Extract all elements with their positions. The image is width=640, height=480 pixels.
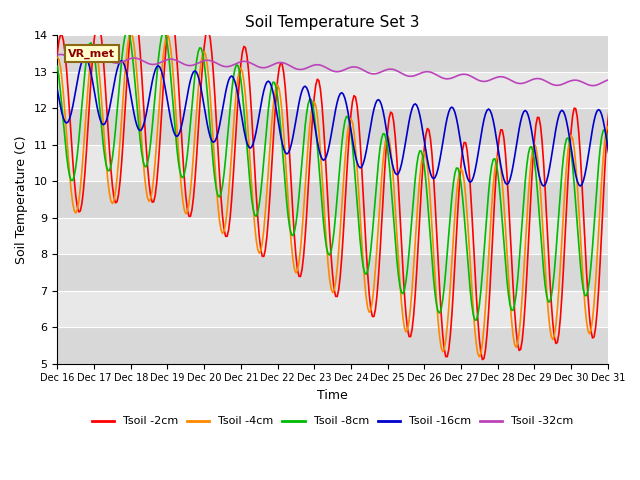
Bar — [58, 181, 608, 218]
Bar — [58, 327, 608, 364]
Legend: Tsoil -2cm, Tsoil -4cm, Tsoil -8cm, Tsoil -16cm, Tsoil -32cm: Tsoil -2cm, Tsoil -4cm, Tsoil -8cm, Tsoi… — [88, 412, 578, 431]
Bar — [58, 291, 608, 327]
Text: VR_met: VR_met — [68, 48, 115, 59]
X-axis label: Time: Time — [317, 389, 348, 402]
Title: Soil Temperature Set 3: Soil Temperature Set 3 — [245, 15, 420, 30]
Bar — [58, 254, 608, 291]
Bar — [58, 108, 608, 145]
Y-axis label: Soil Temperature (C): Soil Temperature (C) — [15, 135, 28, 264]
Bar — [58, 72, 608, 108]
Bar — [58, 218, 608, 254]
Bar — [58, 36, 608, 72]
Bar — [58, 145, 608, 181]
